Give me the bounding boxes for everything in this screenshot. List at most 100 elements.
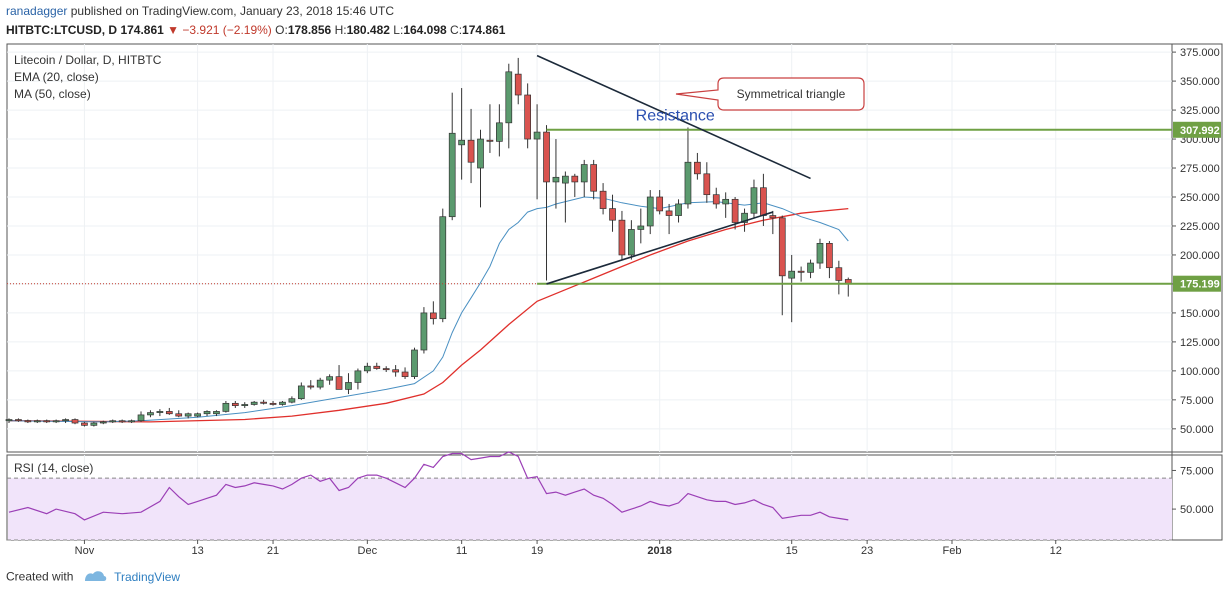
rsi-layer: 75.000 50.000 [7, 451, 1214, 541]
candle-up [505, 63, 513, 149]
resistance-price-badge-bg [1173, 121, 1221, 138]
candle-up [279, 401, 286, 406]
candle-up [297, 382, 305, 400]
candle-body [439, 216, 447, 320]
candle-up [420, 307, 428, 354]
axis-layer: 375.000350.000325.000300.000275.000250.0… [1172, 47, 1221, 436]
candle-body [835, 267, 843, 281]
time-tick-label: 13 [191, 545, 203, 557]
candle-up [807, 259, 814, 279]
candle-body [203, 411, 211, 415]
candle-down [571, 173, 579, 197]
tradingview-link[interactable]: TradingView [114, 569, 181, 584]
candle-up [147, 410, 154, 418]
time-tick-label: 21 [267, 545, 279, 557]
candle-up [90, 421, 98, 427]
candle-up [128, 419, 135, 424]
candle-body [778, 217, 786, 277]
candle-down [43, 419, 51, 424]
candle-up [194, 412, 201, 418]
candle-up [646, 190, 654, 235]
candle-up [788, 254, 796, 323]
candle-down [797, 266, 805, 282]
candles-layer [5, 57, 852, 427]
chart-frame [6, 43, 1223, 541]
candle-down [269, 401, 277, 406]
candle-down [514, 57, 522, 105]
main-pane-frame [6, 43, 1223, 453]
candle-down [118, 419, 126, 424]
candle-down [335, 365, 343, 390]
candle-body [505, 71, 513, 124]
candle-up [448, 92, 456, 221]
tradingview-logo-icon [83, 569, 107, 586]
candle-body [543, 131, 550, 183]
resistance-trendline [536, 54, 811, 180]
candle-body [788, 270, 796, 279]
candle-up [684, 127, 692, 209]
candle-up [250, 401, 258, 406]
symbol-label: HITBTC:LTCUSD, D [6, 23, 118, 37]
rsi-tick-label: 50.000 [1180, 504, 1214, 516]
legend-ema: EMA (20, close) [14, 70, 99, 84]
candle-up [439, 208, 447, 323]
candle-body [279, 401, 286, 405]
time-tick-label: 12 [1050, 545, 1062, 557]
price-change: −3.921 (−2.19%) [182, 23, 272, 37]
candle-body [750, 187, 758, 214]
candle-body [552, 176, 560, 183]
high-value: 180.482 [346, 23, 390, 37]
candle-up [411, 347, 418, 379]
candle-up [533, 104, 541, 200]
close-label: C: [450, 23, 463, 37]
candle-body [260, 401, 267, 404]
candle-down [430, 301, 437, 325]
candle-up [345, 373, 352, 395]
candle-body [297, 385, 305, 400]
legend-ma: MA (50, close) [14, 87, 91, 101]
candle-down [231, 401, 239, 408]
candle-body [580, 164, 588, 183]
candle-body [637, 225, 645, 230]
candle-body [373, 365, 381, 369]
candle-up [213, 410, 220, 417]
callout-box: Symmetrical triangle [675, 77, 865, 111]
price-tick-label: 275.000 [1180, 163, 1220, 175]
candle-down [71, 418, 79, 425]
candle-up [354, 368, 362, 390]
price-tick-label: 200.000 [1180, 250, 1220, 262]
candle-body [571, 175, 579, 183]
candle-body [156, 411, 164, 413]
candle-body [231, 402, 239, 406]
candle-body [213, 411, 220, 415]
ma50-line [8, 207, 849, 423]
time-tick-label: 11 [456, 545, 467, 557]
candle-body [15, 419, 22, 422]
candle-body [741, 212, 748, 223]
candle-up [137, 411, 145, 422]
candle-body [43, 420, 51, 423]
candle-down [609, 194, 616, 232]
candle-body [71, 419, 79, 424]
candle-body [816, 243, 824, 264]
candle-down [835, 260, 843, 295]
price-tick-label: 225.000 [1180, 221, 1220, 233]
candle-body [345, 382, 352, 390]
candle-down [769, 210, 777, 235]
support-price-badge-bg [1173, 275, 1221, 292]
author-link[interactable]: ranadagger [6, 4, 68, 18]
price-tick-label: 250.000 [1180, 192, 1220, 204]
candle-body [703, 173, 711, 196]
candle-up [496, 104, 503, 157]
callout-text: Symmetrical triangle [737, 87, 846, 101]
created-with-text: Created with [6, 569, 74, 584]
candle-down [656, 190, 664, 215]
candle-body [335, 376, 343, 390]
candle-body [514, 73, 522, 96]
price-tick-label: 325.000 [1180, 105, 1220, 117]
candle-up [637, 208, 645, 244]
resistance-label: Resistance [636, 108, 715, 125]
candle-up [316, 377, 324, 390]
candle-body [33, 420, 41, 423]
